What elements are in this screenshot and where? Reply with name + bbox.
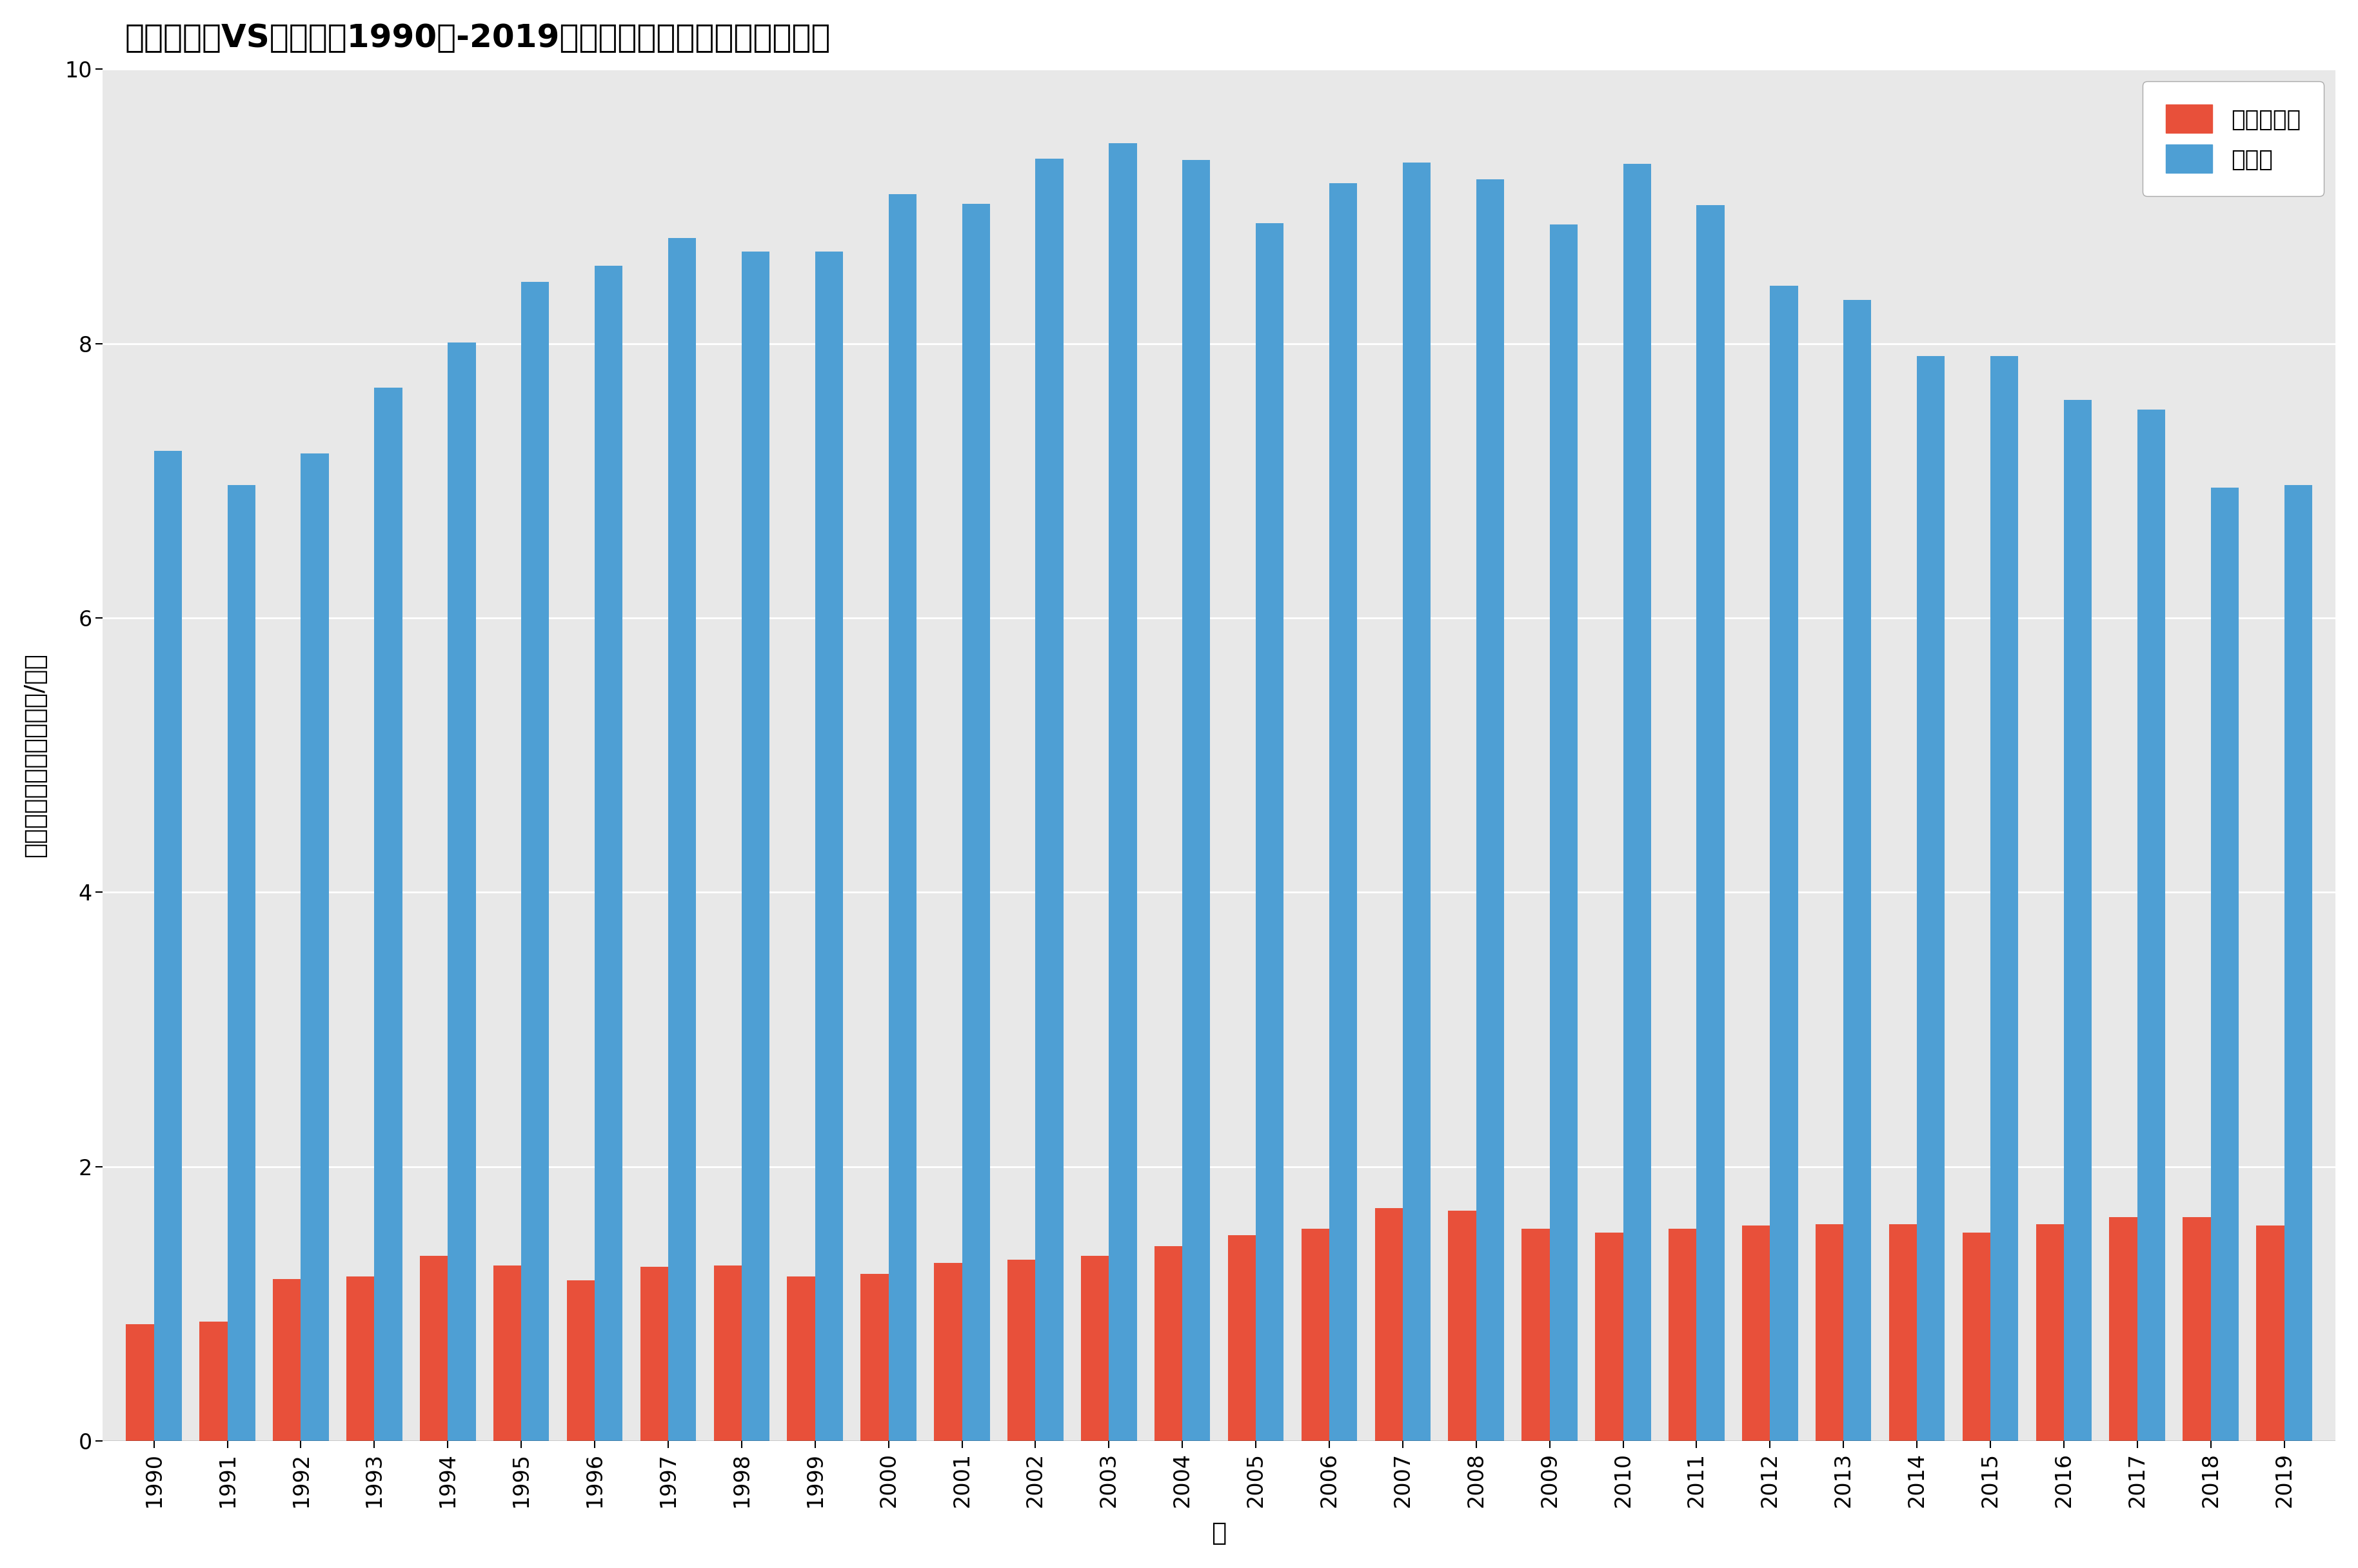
Bar: [2212, 488, 2238, 1441]
Bar: [1695, 205, 1724, 1441]
Bar: [889, 194, 917, 1441]
Bar: [1302, 1228, 1330, 1441]
Bar: [1080, 1256, 1108, 1441]
Bar: [1521, 1228, 1549, 1441]
Bar: [667, 238, 696, 1441]
Bar: [200, 1322, 226, 1441]
Bar: [521, 282, 549, 1441]
Bar: [962, 204, 990, 1441]
Bar: [1181, 160, 1210, 1441]
Bar: [816, 252, 842, 1441]
Bar: [2285, 485, 2313, 1441]
Bar: [2035, 1225, 2063, 1441]
Bar: [1917, 356, 1945, 1441]
Bar: [2110, 1217, 2136, 1441]
Bar: [1476, 179, 1504, 1441]
Bar: [1889, 1225, 1917, 1441]
Bar: [1035, 158, 1063, 1441]
Bar: [641, 1267, 667, 1441]
Bar: [226, 485, 255, 1441]
Bar: [302, 453, 328, 1441]
Bar: [375, 387, 403, 1441]
Bar: [1549, 224, 1578, 1441]
Bar: [2184, 1217, 2212, 1441]
Bar: [1330, 183, 1358, 1441]
Bar: [2136, 409, 2165, 1441]
Bar: [2257, 1226, 2285, 1441]
Bar: [2063, 400, 2092, 1441]
Bar: [1155, 1247, 1181, 1441]
Bar: [1594, 1232, 1622, 1441]
Bar: [1257, 223, 1283, 1441]
Bar: [1007, 1261, 1035, 1441]
Bar: [788, 1276, 816, 1441]
Bar: [861, 1273, 889, 1441]
Bar: [420, 1256, 448, 1441]
Bar: [743, 252, 769, 1441]
Bar: [1844, 299, 1872, 1441]
Bar: [594, 265, 623, 1441]
Bar: [153, 450, 182, 1441]
Bar: [1990, 356, 2018, 1441]
X-axis label: 年: 年: [1212, 1521, 1226, 1546]
Bar: [1816, 1225, 1844, 1441]
Bar: [274, 1279, 302, 1441]
Bar: [934, 1262, 962, 1441]
Bar: [1771, 285, 1797, 1441]
Bar: [1622, 165, 1651, 1441]
Bar: [1669, 1228, 1695, 1441]
Legend: 哥斯达黎加, 以色列: 哥斯达黎加, 以色列: [2143, 82, 2325, 196]
Bar: [1229, 1236, 1257, 1441]
Bar: [1962, 1232, 1990, 1441]
Bar: [125, 1325, 153, 1441]
Bar: [448, 342, 476, 1441]
Bar: [1108, 143, 1137, 1441]
Bar: [493, 1265, 521, 1441]
Bar: [714, 1265, 743, 1441]
Bar: [347, 1276, 375, 1441]
Bar: [1375, 1207, 1403, 1441]
Y-axis label: 人均二氧化碳排放量（吨/人）: 人均二氧化碳排放量（吨/人）: [21, 652, 47, 858]
Bar: [1403, 163, 1431, 1441]
Bar: [566, 1281, 594, 1441]
Bar: [1743, 1226, 1771, 1441]
Text: 哥斯达黎加VS以色列：1990年-2019年人均二氧化碳排放量趋势对比: 哥斯达黎加VS以色列：1990年-2019年人均二氧化碳排放量趋势对比: [125, 22, 830, 53]
Bar: [1448, 1210, 1476, 1441]
